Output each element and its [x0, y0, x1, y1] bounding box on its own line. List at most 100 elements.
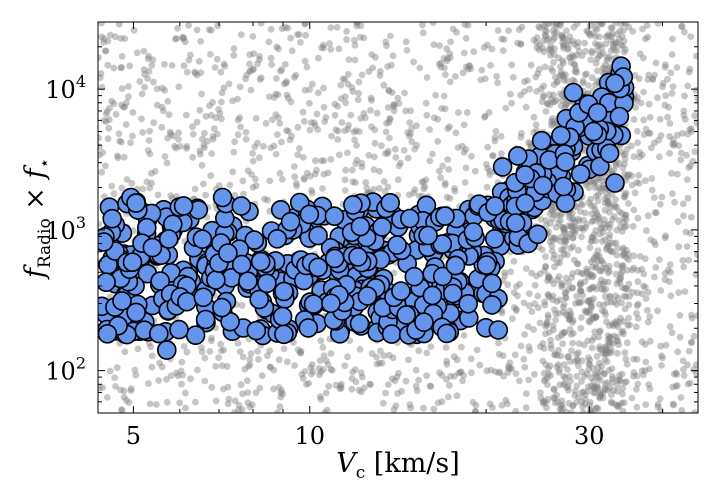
background-point — [127, 385, 135, 393]
background-point — [549, 98, 557, 106]
background-point — [646, 129, 654, 137]
background-point — [555, 310, 563, 317]
background-point — [591, 40, 599, 47]
background-point — [654, 400, 662, 408]
background-point — [182, 111, 190, 119]
background-point — [551, 399, 559, 407]
background-point — [334, 102, 342, 110]
background-point — [569, 329, 577, 337]
background-point — [666, 120, 674, 127]
background-point — [571, 218, 579, 226]
highlighted-point — [458, 293, 479, 314]
background-point — [585, 317, 593, 325]
background-point — [105, 116, 113, 124]
background-point — [635, 75, 643, 83]
background-point — [558, 407, 565, 413]
background-point — [614, 349, 621, 357]
background-point — [610, 298, 618, 306]
background-point — [172, 35, 179, 43]
background-point — [464, 65, 472, 73]
background-point — [429, 150, 436, 158]
background-point — [670, 401, 677, 409]
background-point — [246, 403, 254, 411]
background-point — [597, 188, 605, 195]
background-point — [605, 65, 613, 73]
background-point — [525, 343, 533, 351]
background-point — [146, 400, 154, 408]
highlighted-point — [357, 286, 378, 306]
background-point — [630, 369, 638, 376]
background-point — [443, 45, 451, 53]
background-point — [243, 377, 251, 385]
background-point — [563, 384, 571, 391]
background-point — [207, 51, 214, 58]
background-point — [630, 153, 638, 161]
background-point — [533, 39, 541, 46]
background-point — [98, 151, 103, 159]
background-point — [98, 70, 105, 77]
background-point — [573, 382, 581, 390]
background-point — [196, 106, 204, 114]
background-point — [505, 363, 512, 370]
background-point — [300, 117, 308, 125]
background-point — [380, 352, 388, 360]
background-point — [320, 44, 328, 52]
background-point — [415, 347, 423, 355]
highlighted-point — [231, 196, 252, 216]
background-point — [583, 265, 590, 273]
background-point — [590, 256, 598, 264]
background-point — [621, 214, 628, 221]
background-point — [293, 180, 300, 187]
background-point — [616, 27, 624, 35]
background-point — [597, 388, 604, 396]
background-point — [621, 285, 629, 292]
background-point — [320, 352, 328, 359]
background-point — [595, 359, 603, 367]
background-point — [267, 54, 275, 62]
background-point — [237, 123, 244, 131]
background-point — [280, 345, 288, 353]
background-point — [631, 72, 639, 79]
background-point — [241, 365, 249, 373]
background-point — [178, 380, 185, 388]
background-point — [376, 184, 383, 192]
background-point — [322, 114, 330, 121]
background-point — [516, 280, 523, 288]
background-point — [609, 373, 616, 380]
background-point — [342, 99, 349, 107]
background-point — [599, 22, 606, 27]
background-point — [655, 136, 663, 144]
background-point — [537, 389, 544, 396]
background-point — [594, 47, 602, 54]
background-point — [620, 151, 628, 159]
background-point — [411, 186, 419, 194]
background-point — [278, 138, 285, 146]
background-point — [658, 362, 665, 369]
background-point — [617, 148, 625, 156]
background-point — [578, 398, 585, 406]
background-point — [547, 336, 554, 344]
background-point — [633, 385, 640, 393]
background-point — [520, 88, 528, 95]
background-point — [600, 181, 607, 189]
highlighted-point — [193, 287, 214, 308]
background-point — [581, 391, 589, 399]
background-point — [608, 399, 616, 407]
background-point — [679, 129, 686, 137]
background-point — [331, 111, 339, 119]
background-point — [565, 222, 573, 229]
background-point — [522, 390, 530, 397]
background-point — [578, 377, 585, 385]
background-point — [198, 161, 206, 169]
background-point — [541, 376, 549, 383]
background-point — [534, 292, 542, 300]
background-point — [369, 64, 377, 72]
background-point — [353, 141, 360, 149]
background-point — [348, 166, 356, 174]
background-point — [450, 353, 458, 361]
background-point — [477, 76, 485, 84]
background-point — [547, 372, 555, 379]
background-point — [662, 61, 669, 69]
background-point — [300, 176, 308, 183]
highlighted-point — [274, 324, 294, 345]
